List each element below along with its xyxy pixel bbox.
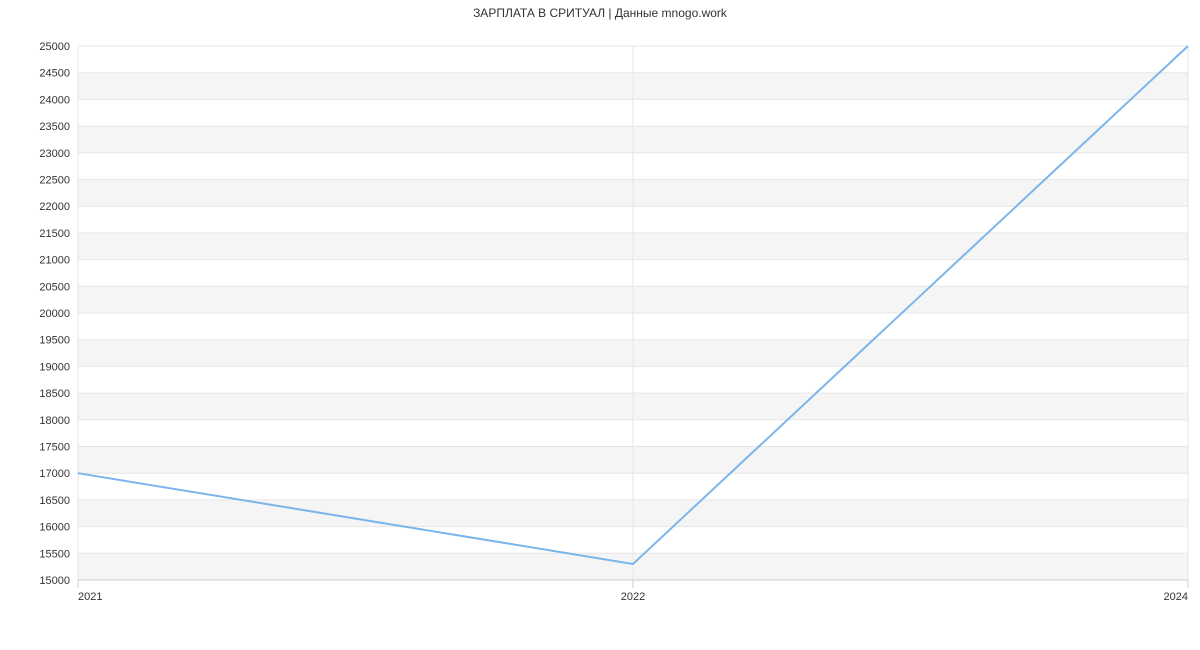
y-tick-label: 19500 (39, 335, 70, 347)
y-tick-label: 23500 (39, 121, 70, 133)
y-tick-label: 24000 (39, 94, 70, 106)
y-tick-label: 18000 (39, 415, 70, 427)
y-tick-label: 21500 (39, 228, 70, 240)
y-tick-label: 15500 (39, 548, 70, 560)
x-tick-label: 2022 (621, 591, 645, 603)
y-tick-label: 24500 (39, 68, 70, 80)
y-tick-label: 16000 (39, 522, 70, 534)
x-tick-label: 2021 (78, 591, 102, 603)
y-tick-label: 16500 (39, 495, 70, 507)
salary-line-chart: ЗАРПЛАТА В СРИТУАЛ | Данные mnogo.work 1… (0, 0, 1200, 650)
y-tick-label: 22500 (39, 175, 70, 187)
y-tick-label: 20500 (39, 281, 70, 293)
y-tick-label: 25000 (39, 41, 70, 53)
y-tick-label: 17500 (39, 442, 70, 454)
y-tick-label: 17000 (39, 468, 70, 480)
chart-svg: 15000 15500 16000 16500 17000 17500 18000 18500… (0, 0, 1200, 650)
x-tick-label: 2024 (1164, 591, 1188, 603)
y-tick-label: 22000 (39, 201, 70, 213)
y-tick-label: 18500 (39, 388, 70, 400)
y-tick-label: 21000 (39, 255, 70, 267)
y-tick-label: 20000 (39, 308, 70, 320)
y-tick-label: 23000 (39, 148, 70, 160)
y-tick-label: 15000 (39, 575, 70, 587)
y-tick-label: 19000 (39, 361, 70, 373)
